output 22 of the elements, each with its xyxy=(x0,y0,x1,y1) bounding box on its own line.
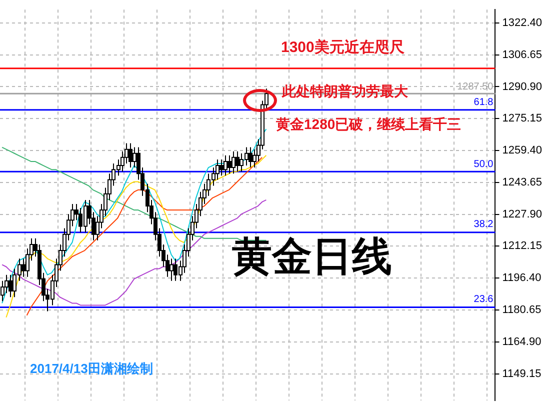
annotation: 23.6 xyxy=(474,294,494,306)
annotation: 2017/4/13田潇湘绘制 xyxy=(30,361,153,376)
annotation: 此处特朗普功劳最大 xyxy=(282,83,408,100)
y-tick-label: 1243.65 xyxy=(502,176,542,188)
annotation: 38.2 xyxy=(474,219,494,230)
annotation: 黄金1280已破，继续上看千三 xyxy=(276,116,462,132)
y-tick-label: 1149.15 xyxy=(502,368,542,380)
annotation: 1300美元近在咫尺 xyxy=(281,39,404,56)
annotation: 50.0 xyxy=(474,158,494,170)
y-tick-label: 1227.90 xyxy=(502,208,542,220)
y-tick-label: 1275.15 xyxy=(502,112,542,125)
y-tick-label: 1322.40 xyxy=(502,16,542,29)
y-tick-label: 1306.65 xyxy=(502,48,542,61)
y-tick-label: 1164.90 xyxy=(502,336,542,348)
y-tick-label: 1212.15 xyxy=(502,240,542,252)
y-tick-label: 1180.65 xyxy=(502,304,542,316)
annotation: 黄金日线 xyxy=(232,234,392,279)
annotation: 61.8 xyxy=(474,96,494,108)
ref-line-label: 1287.50 xyxy=(457,81,494,92)
y-tick-label: 1196.40 xyxy=(502,272,542,284)
y-tick-label: 1259.40 xyxy=(502,144,542,157)
y-tick-label: 1290.90 xyxy=(502,80,542,93)
